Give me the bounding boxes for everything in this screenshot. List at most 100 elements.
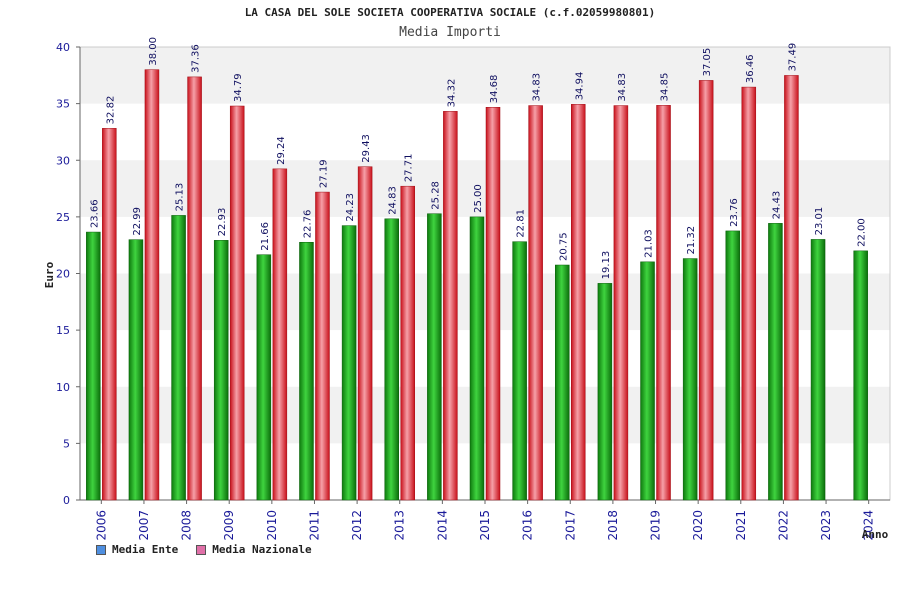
bar-media-nazionale (656, 105, 671, 501)
y-axis-label: Euro (43, 261, 56, 288)
y-tick-label: 20 (56, 268, 70, 281)
bar-media-nazionale (528, 105, 543, 501)
bar-media-ente (810, 239, 826, 501)
legend-swatch-media-ente (96, 544, 106, 555)
bar-media-ente (469, 216, 485, 501)
data-label: 29.43 (361, 134, 372, 163)
data-labels: 23.66 22.99 25.13 22.93 21.66 22.76 24.23 24.83… (89, 37, 867, 279)
x-tick-label: 2018 (606, 510, 620, 541)
legend-label-media-nazionale: Media Nazionale (212, 543, 312, 556)
x-tick-label: 2023 (819, 510, 833, 541)
bar-media-nazionale (485, 106, 501, 501)
bar-media-nazionale (613, 105, 629, 501)
x-tick-label: 2010 (265, 510, 279, 541)
x-tick-label: 2016 (521, 510, 535, 541)
x-tick-label: 2007 (137, 510, 151, 541)
data-label: 22.93 (217, 208, 228, 237)
data-label: 34.94 (574, 72, 585, 101)
data-label: 27.71 (404, 154, 415, 183)
x-tick-label: 2009 (222, 510, 236, 541)
data-label: 37.49 (787, 43, 798, 72)
x-tick-label: 2017 (563, 510, 577, 541)
y-axis: 0 5 10 15 20 25 30 35 40 (56, 41, 81, 507)
y-tick-label: 10 (56, 381, 70, 394)
bar-media-ente (555, 264, 570, 501)
x-tick-label: 2006 (94, 510, 108, 541)
x-tick-label: 2024 (862, 510, 876, 541)
bar-media-ente (213, 240, 229, 501)
y-tick-label: 5 (63, 437, 70, 450)
x-tick-label: 2008 (180, 510, 194, 541)
data-label: 23.76 (729, 198, 740, 227)
data-label: 32.82 (105, 96, 116, 125)
bar-media-nazionale (272, 168, 288, 501)
data-label: 34.83 (532, 73, 543, 102)
data-label: 23.01 (814, 207, 825, 236)
bar-media-ente (853, 250, 868, 501)
bar-media-nazionale (315, 191, 330, 501)
bar-media-nazionale (400, 185, 415, 501)
y-tick-label: 0 (63, 494, 70, 507)
bar-media-nazionale (784, 75, 799, 501)
bar-media-ente (640, 261, 655, 501)
data-label: 34.68 (489, 75, 500, 104)
data-label: 20.75 (558, 232, 569, 261)
x-tick-label: 2022 (776, 510, 790, 541)
x-tick-label: 2011 (307, 510, 321, 541)
y-tick-label: 35 (56, 98, 70, 111)
x-tick-label: 2014 (435, 510, 449, 541)
bar-media-nazionale (571, 104, 586, 501)
data-label: 25.28 (430, 181, 441, 210)
data-label: 22.99 (132, 207, 143, 236)
x-tick-label: 2019 (649, 510, 663, 541)
bar-media-nazionale (443, 111, 458, 501)
bar-media-ente (299, 241, 314, 501)
bar-media-ente (384, 218, 399, 501)
data-label: 22.76 (302, 210, 313, 239)
bar-media-nazionale (229, 105, 245, 501)
y-tick-label: 30 (56, 154, 70, 167)
bar-media-nazionale (187, 76, 202, 501)
data-label: 19.13 (601, 251, 612, 280)
x-tick-label: 2015 (478, 510, 492, 541)
data-label: 21.66 (260, 222, 271, 251)
data-label: 36.46 (745, 54, 756, 83)
bar-media-nazionale (357, 166, 373, 501)
legend: Media Ente Media Nazionale (96, 543, 312, 556)
data-label: 23.66 (89, 199, 100, 228)
bar-media-nazionale (698, 80, 714, 501)
bar-media-ente (86, 231, 101, 501)
data-label: 34.83 (617, 73, 628, 102)
bar-media-nazionale (741, 86, 757, 501)
data-label: 24.23 (345, 193, 356, 222)
data-label: 22.00 (857, 218, 868, 247)
bar-media-ente (256, 254, 272, 501)
bar-media-ente (597, 283, 613, 501)
bar-media-nazionale (102, 128, 117, 501)
bar-media-ente (128, 239, 144, 501)
data-label: 37.36 (191, 44, 202, 73)
x-tick-label: 2021 (734, 510, 748, 541)
bars (86, 69, 868, 501)
data-label: 24.83 (388, 186, 399, 215)
x-tick-label: 2013 (393, 510, 407, 541)
bar-media-ente (427, 213, 442, 501)
bar-media-ente (341, 225, 357, 501)
data-label: 22.81 (516, 209, 527, 238)
data-label: 27.19 (318, 159, 329, 188)
bar-media-nazionale (144, 69, 160, 501)
x-tick-label: 2020 (691, 510, 705, 541)
data-label: 21.03 (644, 229, 655, 258)
legend-label-media-ente: Media Ente (112, 543, 179, 556)
data-label: 34.79 (233, 73, 244, 102)
data-label: 25.13 (175, 183, 186, 212)
y-tick-label: 25 (56, 211, 70, 224)
bar-media-ente (171, 215, 186, 501)
data-label: 38.00 (148, 37, 159, 66)
data-label: 24.43 (771, 191, 782, 220)
legend-item-media-ente: Media Ente (96, 543, 178, 556)
bar-media-ente (725, 230, 741, 501)
legend-item-media-nazionale: Media Nazionale (196, 543, 312, 556)
chart-title: LA CASA DEL SOLE SOCIETA COOPERATIVA SOC… (244, 6, 656, 19)
